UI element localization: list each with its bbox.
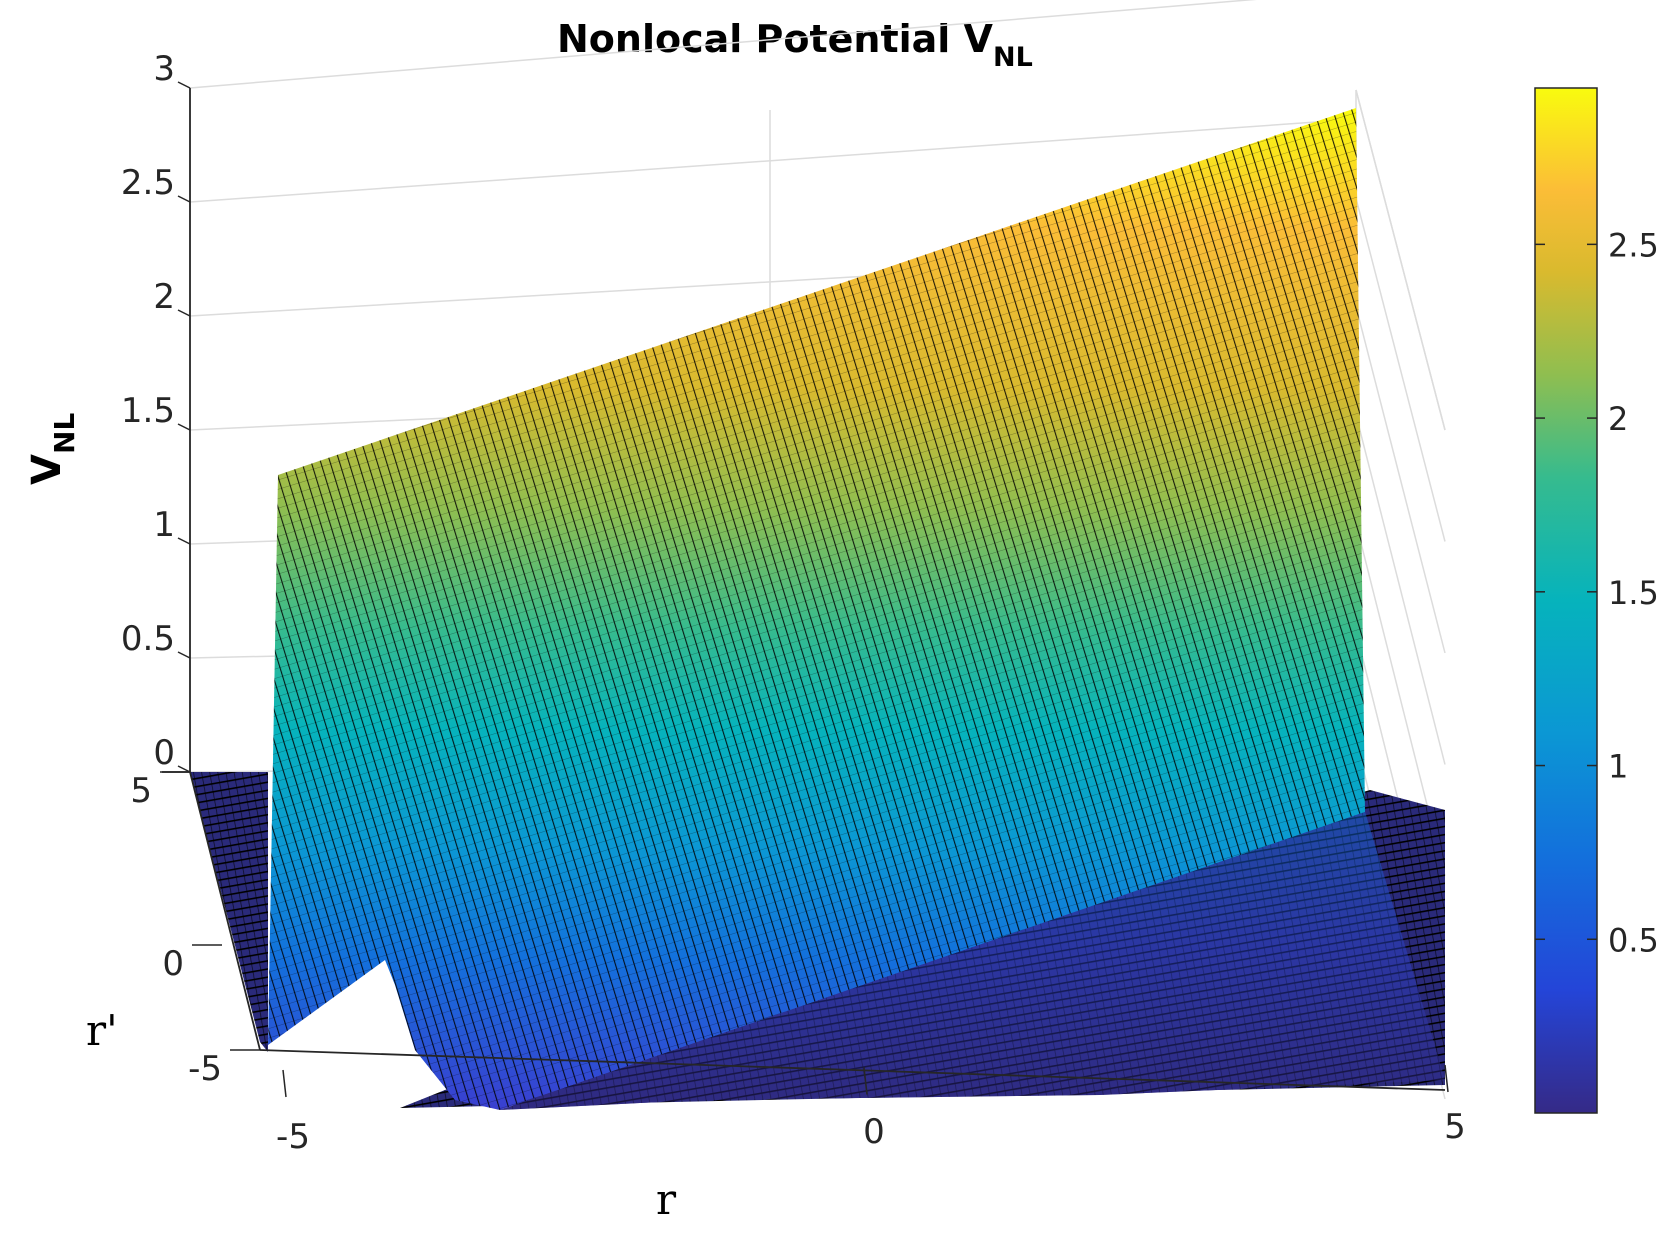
z-tick-label: 1 <box>153 505 175 545</box>
x-tick-label: -5 <box>276 1117 310 1157</box>
z-tick-label: 2.5 <box>121 163 175 203</box>
z-tick-mark <box>177 309 191 317</box>
right-wall-gridline <box>1355 306 1446 654</box>
surface-ridge-mesh <box>268 108 1365 1110</box>
z-tick-mark <box>177 765 191 773</box>
z-axis-ticks: 0 0.5 1 1.5 2 2.5 3 <box>121 49 191 773</box>
x-axis-ticks: -5 0 5 <box>276 1064 1466 1157</box>
right-wall-gridline <box>1355 414 1446 765</box>
z-gridline <box>189 0 1257 89</box>
z-tick-label: 1.5 <box>121 391 175 431</box>
z-tick-mark <box>177 423 191 431</box>
surface-floor-left <box>190 772 268 1052</box>
x-tick-label: 0 <box>863 1112 885 1152</box>
x-tick-mark <box>863 1067 868 1095</box>
right-wall-edge <box>1355 89 1446 431</box>
colorbar: 0.5 1 1.5 2 2.5 <box>1534 87 1659 1114</box>
colorbar-ticks: 0.5 1 1.5 2 2.5 <box>1535 226 1659 959</box>
y-tick-label: 5 <box>130 771 152 811</box>
z-tick-label: 0 <box>153 733 175 773</box>
z-tick-mark <box>177 537 191 545</box>
x-tick-mark <box>1444 1064 1449 1093</box>
x-axis-label: r <box>656 1175 677 1224</box>
colorbar-tick-label: 0.5 <box>1608 921 1659 959</box>
y-tick-label: -5 <box>188 1049 222 1089</box>
chart-title: Nonlocal Potential VNL <box>557 17 1033 73</box>
z-tick-mark <box>177 195 191 203</box>
z-axis-label: VNL <box>24 413 81 485</box>
colorbar-tick-label: 2 <box>1608 400 1628 438</box>
y-axis-label: r' <box>86 1006 118 1055</box>
z-tick-mark <box>177 651 191 659</box>
z-tick-label: 3 <box>153 49 175 89</box>
colorbar-tick-label: 1 <box>1608 748 1628 786</box>
z-tick-label: 0.5 <box>121 619 175 659</box>
colorbar-gradient <box>1534 87 1598 1114</box>
x-tick-label: 5 <box>1444 1107 1466 1147</box>
z-tick-mark <box>177 81 191 89</box>
right-wall-gridline <box>1355 198 1446 542</box>
y-axis-ticks: -5 0 5 <box>130 771 260 1089</box>
x-tick-mark <box>282 1069 287 1098</box>
colorbar-tick-label: 1.5 <box>1608 574 1659 612</box>
z-gridline <box>189 118 1357 203</box>
y-tick-label: 0 <box>162 944 184 984</box>
surface-right-skirt-mesh <box>500 812 1445 1110</box>
colorbar-tick-label: 2.5 <box>1608 226 1659 264</box>
z-tick-label: 2 <box>153 277 175 317</box>
